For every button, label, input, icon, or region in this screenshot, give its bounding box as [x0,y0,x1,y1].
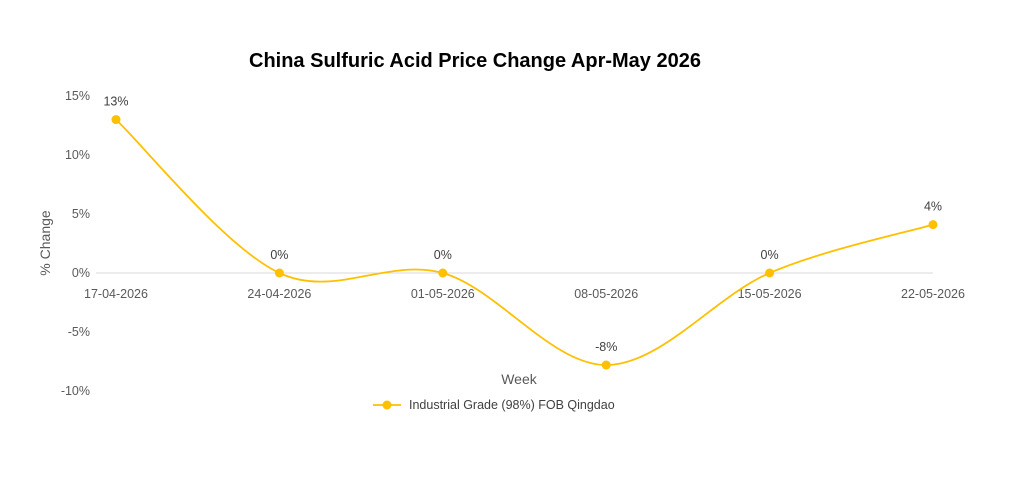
y-axis-ticks: 15% 10% 5% 0% -5% -10% [61,89,90,398]
x-tick-label: 22-05-2026 [901,287,965,301]
series-group [111,115,938,370]
y-tick-label: 15% [65,89,90,103]
data-label: 4% [924,200,942,214]
x-axis-title: Week [501,371,538,387]
data-label: -8% [595,340,617,354]
data-point [438,268,448,278]
legend: Industrial Grade (98%) FOB Qingdao [373,398,615,412]
x-tick-label: 24-04-2026 [247,287,311,301]
legend-marker [382,400,392,410]
data-point [765,268,775,278]
data-point [601,360,611,370]
x-tick-label: 01-05-2026 [411,287,475,301]
x-tick-label: 08-05-2026 [574,287,638,301]
x-tick-label: 15-05-2026 [738,287,802,301]
data-point [274,268,284,278]
data-labels: 13% 0% 0% -8% 0% 4% [103,95,942,354]
x-axis-ticks: 17-04-2026 24-04-2026 01-05-2026 08-05-2026… [84,287,965,301]
legend-label: Industrial Grade (98%) FOB Qingdao [409,398,615,412]
y-tick-label: -10% [61,384,90,398]
x-tick-label: 17-04-2026 [84,287,148,301]
y-tick-label: 5% [72,207,90,221]
data-label: 0% [270,248,288,262]
series-line [115,118,934,366]
y-tick-label: -5% [68,325,90,339]
data-label: 0% [434,248,452,262]
data-point [111,115,121,125]
data-point [928,220,938,230]
y-axis-title: % Change [37,210,53,276]
data-label: 13% [103,95,128,109]
chart-title: China Sulfuric Acid Price Change Apr-May… [249,50,701,72]
y-tick-label: 10% [65,148,90,162]
data-label: 0% [761,248,779,262]
y-tick-label: 0% [72,266,90,280]
